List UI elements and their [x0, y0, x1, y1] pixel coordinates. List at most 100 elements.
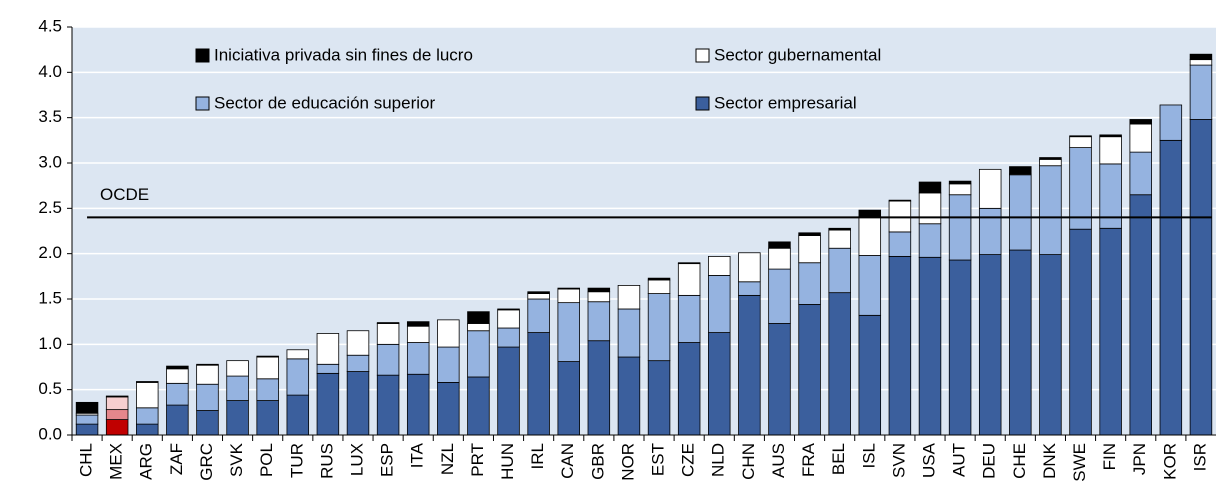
bar-segment: [105, 395, 129, 398]
bar-segment: [166, 368, 189, 384]
bar-segment: [798, 232, 821, 236]
bar-segment: [708, 255, 731, 276]
x-tick-label: PRT: [468, 443, 487, 477]
legend-swatch: [195, 48, 210, 63]
bar-segment: [828, 292, 851, 436]
bar-segment: [617, 308, 641, 358]
bar-segment: [1009, 174, 1032, 251]
bar-segment: [256, 356, 279, 380]
legend-label: Sector de educación superior: [214, 93, 435, 112]
y-tick-label: 3.0: [38, 152, 62, 171]
bar-segment: [105, 409, 129, 420]
bar-segment: [858, 255, 882, 316]
bar-segment: [828, 229, 851, 249]
bar-segment: [557, 361, 580, 436]
bar-segment: [105, 419, 129, 436]
bar-segment: [226, 375, 249, 401]
bar-segment: [1099, 136, 1122, 165]
bar-segment: [948, 194, 972, 261]
bar-segment: [437, 382, 460, 436]
legend-swatch: [195, 96, 210, 111]
y-tick-label: 3.5: [38, 107, 62, 126]
bar-segment: [1129, 123, 1152, 153]
bar-segment: [467, 323, 490, 332]
x-tick-label: ZAF: [167, 443, 186, 475]
bar-segment: [497, 327, 520, 348]
bar-segment: [166, 404, 189, 436]
x-tick-label: USA: [919, 442, 938, 478]
legend-label: Sector gubernamental: [714, 45, 881, 64]
bar-segment: [316, 372, 340, 436]
bar-segment: [858, 209, 882, 217]
x-tick-label: GBR: [588, 443, 607, 480]
x-tick-label: ISR: [1190, 443, 1209, 471]
bar-segment: [1069, 135, 1092, 138]
bar-segment: [166, 365, 189, 370]
bar-segment: [978, 207, 1002, 255]
bar-segment: [858, 314, 882, 436]
bar-segment: [527, 298, 550, 333]
bar-segment: [768, 323, 791, 436]
bar-segment: [256, 355, 279, 358]
bar-segment: [196, 410, 219, 436]
bar-segment: [376, 323, 400, 345]
bar-segment: [858, 216, 882, 256]
bar-segment: [437, 319, 460, 348]
bar-segment: [1069, 228, 1092, 436]
x-tick-label: GRC: [197, 443, 216, 481]
bar-segment: [1009, 249, 1032, 436]
bar-segment: [196, 363, 219, 366]
bar-segment: [828, 247, 851, 294]
bar-segment: [105, 396, 129, 411]
bar-segment: [708, 275, 731, 333]
x-tick-label: SWE: [1070, 443, 1089, 482]
bar-segment: [587, 340, 611, 436]
y-tick-label: 0.0: [38, 424, 62, 443]
bar-segment: [918, 256, 942, 436]
bar-segment: [75, 423, 99, 436]
x-tick-label: ESP: [378, 443, 397, 477]
y-tick-label: 2.0: [38, 243, 62, 262]
bar-segment: [798, 235, 821, 264]
bar-segment: [677, 263, 701, 296]
bar-segment: [1099, 163, 1122, 229]
x-tick-label: DEU: [980, 443, 999, 479]
bar-segment: [196, 364, 219, 385]
bar-segment: [677, 262, 701, 265]
bar-segment: [798, 304, 821, 436]
bar-segment: [888, 231, 912, 257]
legend-label: Sector empresarial: [714, 93, 857, 112]
y-tick-label: 1.5: [38, 288, 62, 307]
bar-segment: [1129, 119, 1152, 125]
bar-segment: [136, 407, 159, 425]
bar-segment: [557, 288, 580, 304]
bar-segment: [1189, 64, 1213, 120]
y-tick-label: 0.5: [38, 379, 62, 398]
bar-segment: [346, 371, 370, 436]
bar-segment: [376, 322, 400, 324]
x-tick-label: POL: [257, 443, 276, 477]
bar-segment: [376, 374, 400, 436]
bar-segment: [406, 373, 430, 436]
bar-segment: [708, 332, 731, 436]
bar-segment: [136, 382, 159, 409]
x-tick-label: ITA: [408, 442, 427, 468]
bar-segment: [286, 394, 310, 436]
bar-segment: [316, 363, 340, 374]
bar-segment: [768, 247, 791, 270]
bar-segment: [1039, 157, 1062, 160]
bar-segment: [918, 192, 942, 225]
bar-segment: [75, 414, 99, 425]
bar-segment: [376, 343, 400, 376]
bar-segment: [978, 168, 1002, 209]
bar-segment: [346, 354, 370, 372]
bar-segment: [256, 400, 279, 436]
y-tick-label: 4.0: [38, 62, 62, 81]
bar-segment: [166, 382, 189, 406]
bar-segment: [738, 252, 761, 283]
bar-segment: [1069, 136, 1092, 148]
bar-segment: [527, 293, 550, 300]
y-tick-label: 4.5: [38, 16, 62, 35]
bar-segment: [346, 330, 370, 356]
